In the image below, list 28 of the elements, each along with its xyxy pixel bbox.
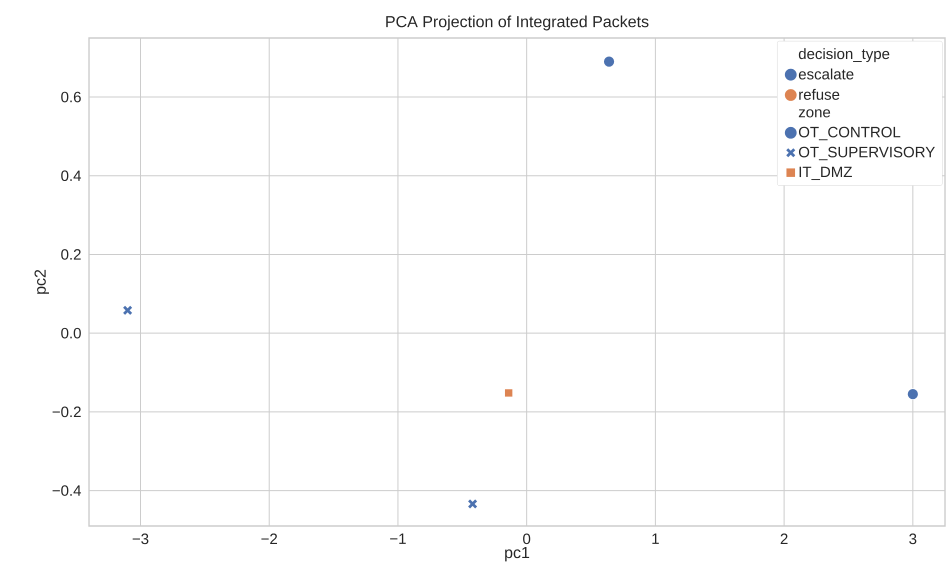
x-tick-label: 1 bbox=[652, 534, 659, 544]
x-tick-label: 0 bbox=[523, 534, 530, 544]
x-axis-title: pc1 bbox=[505, 547, 530, 562]
x-tick-label: −1 bbox=[390, 534, 406, 544]
y-tick-label: −0.2 bbox=[52, 406, 81, 418]
point bbox=[122, 305, 133, 316]
x-tick-label: −2 bbox=[261, 534, 278, 544]
y-tick-label: 0.2 bbox=[61, 249, 81, 260]
point bbox=[906, 388, 919, 400]
annotation: escalate bbox=[798, 68, 854, 80]
y-axis-title: pc2 bbox=[34, 270, 49, 294]
point bbox=[603, 56, 615, 68]
annotation: refuse bbox=[799, 88, 840, 100]
point bbox=[504, 388, 513, 398]
legend-label: IT_DMZ bbox=[800, 166, 852, 180]
point bbox=[468, 499, 478, 509]
y-tick-label: 0.0 bbox=[61, 328, 81, 338]
chart-title: PCA Projection of Integrated Packets bbox=[386, 16, 648, 30]
legend-label: OT_SUPERVISORY bbox=[798, 146, 935, 160]
legend-title: decision_type bbox=[798, 48, 890, 62]
x-tick-label: −3 bbox=[132, 534, 148, 544]
y-tick-label: −0.4 bbox=[52, 485, 82, 496]
annotation: zone bbox=[798, 109, 830, 118]
legend-label: OT_CONTROL bbox=[798, 126, 900, 140]
x-tick-label: 3 bbox=[909, 534, 916, 544]
x-tick-label: 2 bbox=[780, 534, 788, 544]
y-tick-label: 0.6 bbox=[61, 92, 81, 102]
y-tick-label: 0.4 bbox=[61, 170, 82, 182]
